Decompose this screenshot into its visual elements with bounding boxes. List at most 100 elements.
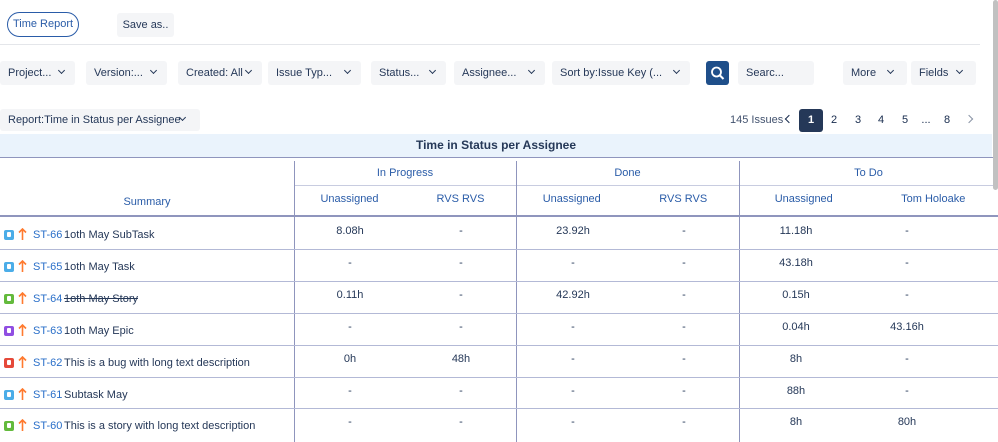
icon-mark <box>7 327 11 333</box>
time-cell: - <box>571 416 575 429</box>
issue-summary: 1oth May Story <box>64 292 138 305</box>
dropdown-chevron <box>244 66 253 75</box>
priority-arrow <box>18 387 27 400</box>
issue-type-icon <box>4 389 14 400</box>
issue-key[interactable]: ST-60 <box>33 420 63 433</box>
status-header: Done <box>614 167 641 179</box>
priority-arrow <box>18 355 27 368</box>
time-cell: 0.04h <box>782 320 810 333</box>
issue-summary: 1oth May Task <box>64 260 135 273</box>
filter-label: Issue Typ... <box>276 67 333 79</box>
assignee-header: RVS RVS <box>436 193 485 205</box>
page-button[interactable]: ... <box>921 114 931 126</box>
time-cell: 0.15h <box>782 288 810 301</box>
search-button[interactable] <box>706 61 729 85</box>
filter-dropdown[interactable]: Assignee... <box>454 61 545 85</box>
more-label: More <box>851 67 877 79</box>
time-cell: - <box>459 225 463 237</box>
save-as-button[interactable]: Save as.. <box>117 13 174 37</box>
issue-summary: Subtask May <box>64 388 128 401</box>
icon-mark <box>7 232 11 237</box>
time-cell: - <box>459 256 463 269</box>
page-button[interactable]: 3 <box>854 114 862 126</box>
issue-key[interactable]: ST-63 <box>33 324 63 337</box>
page-button[interactable]: 8 <box>943 114 951 126</box>
more-dropdown[interactable]: More <box>843 61 907 85</box>
time-cell: 48h <box>451 352 471 365</box>
issue-type-icon <box>4 421 14 432</box>
row-line <box>0 249 998 250</box>
time-cell: - <box>459 384 463 397</box>
column-divider <box>294 161 295 442</box>
more-dropdown[interactable]: Fields <box>911 61 976 85</box>
filter-label: Status... <box>379 67 420 79</box>
filter-dropdown[interactable]: Version:... <box>86 61 167 85</box>
divider <box>0 44 980 45</box>
column-divider <box>739 161 740 442</box>
filter-dropdown[interactable]: Status... <box>371 61 446 85</box>
time-cell: - <box>682 352 686 365</box>
status-header: To Do <box>854 167 883 179</box>
priority-icon <box>18 227 27 244</box>
time-cell: 11.18h <box>779 225 813 237</box>
priority-icon <box>18 259 27 276</box>
icon-mark <box>7 391 11 397</box>
assignee-header: RVS RVS <box>659 193 708 205</box>
page-button[interactable]: 2 <box>830 114 838 126</box>
time-cell: 23.92h <box>556 225 590 237</box>
time-cell: - <box>571 352 575 365</box>
assignee-header: Unassigned <box>542 193 601 205</box>
filter-dropdown[interactable]: Sort by:Issue Key (... <box>552 61 690 85</box>
dropdown-chevron <box>149 66 158 75</box>
time-report-button[interactable]: Time Report <box>7 12 79 37</box>
time-cell: 43.18h <box>779 256 813 269</box>
scrollbar <box>993 0 998 190</box>
page-button[interactable]: 4 <box>877 114 885 126</box>
time-cell: - <box>905 352 909 365</box>
filter-label: Version:... <box>94 67 143 79</box>
issue-key[interactable]: ST-64 <box>33 292 63 305</box>
group-line <box>294 185 998 186</box>
dropdown-chevron <box>886 66 895 75</box>
report-selector[interactable]: Report:Time in Status per Assignee <box>0 109 200 131</box>
time-cell: - <box>682 256 686 269</box>
page-button[interactable]: 1 <box>799 109 823 132</box>
page-button[interactable]: 5 <box>901 114 909 126</box>
filter-dropdown[interactable]: Issue Typ... <box>268 61 361 85</box>
time-cell: - <box>459 288 463 301</box>
priority-icon <box>18 419 27 435</box>
dropdown-chevron <box>57 66 66 75</box>
priority-arrow <box>18 227 27 240</box>
issue-key[interactable]: ST-65 <box>33 260 63 273</box>
row-line <box>0 313 998 314</box>
next-page[interactable] <box>964 114 974 124</box>
filter-dropdown[interactable]: Created: All <box>178 61 262 85</box>
time-cell: 42.92h <box>556 288 590 301</box>
issue-key[interactable]: ST-62 <box>33 356 63 369</box>
time-cell: 88h <box>786 384 806 397</box>
time-cell: - <box>348 256 352 269</box>
time-cell: - <box>905 384 909 397</box>
issue-key[interactable]: ST-61 <box>33 388 63 401</box>
dropdown-chevron <box>527 66 536 75</box>
table-title-bar <box>0 134 992 157</box>
issue-type-icon <box>4 261 14 272</box>
time-cell: 80h <box>897 416 917 429</box>
time-cell: - <box>348 384 352 397</box>
prev-page[interactable] <box>784 114 794 124</box>
time-cell: - <box>571 320 575 333</box>
filter-label: Assignee... <box>462 67 517 79</box>
issue-key[interactable]: ST-66 <box>33 229 63 241</box>
issue-summary: 1oth May Epic <box>64 324 134 337</box>
search-input[interactable]: Searc... <box>738 61 814 85</box>
filter-dropdown[interactable]: Project... <box>0 61 75 85</box>
issue-count: 145 Issues <box>730 114 784 126</box>
issue-summary: 1oth May SubTask <box>64 229 155 241</box>
header-top-line <box>0 157 998 158</box>
summary-header: Summary <box>123 196 171 208</box>
priority-icon <box>18 355 27 372</box>
icon-mark <box>7 263 11 269</box>
icon-mark <box>7 295 11 301</box>
time-cell: - <box>682 288 686 301</box>
row-line <box>0 408 998 409</box>
